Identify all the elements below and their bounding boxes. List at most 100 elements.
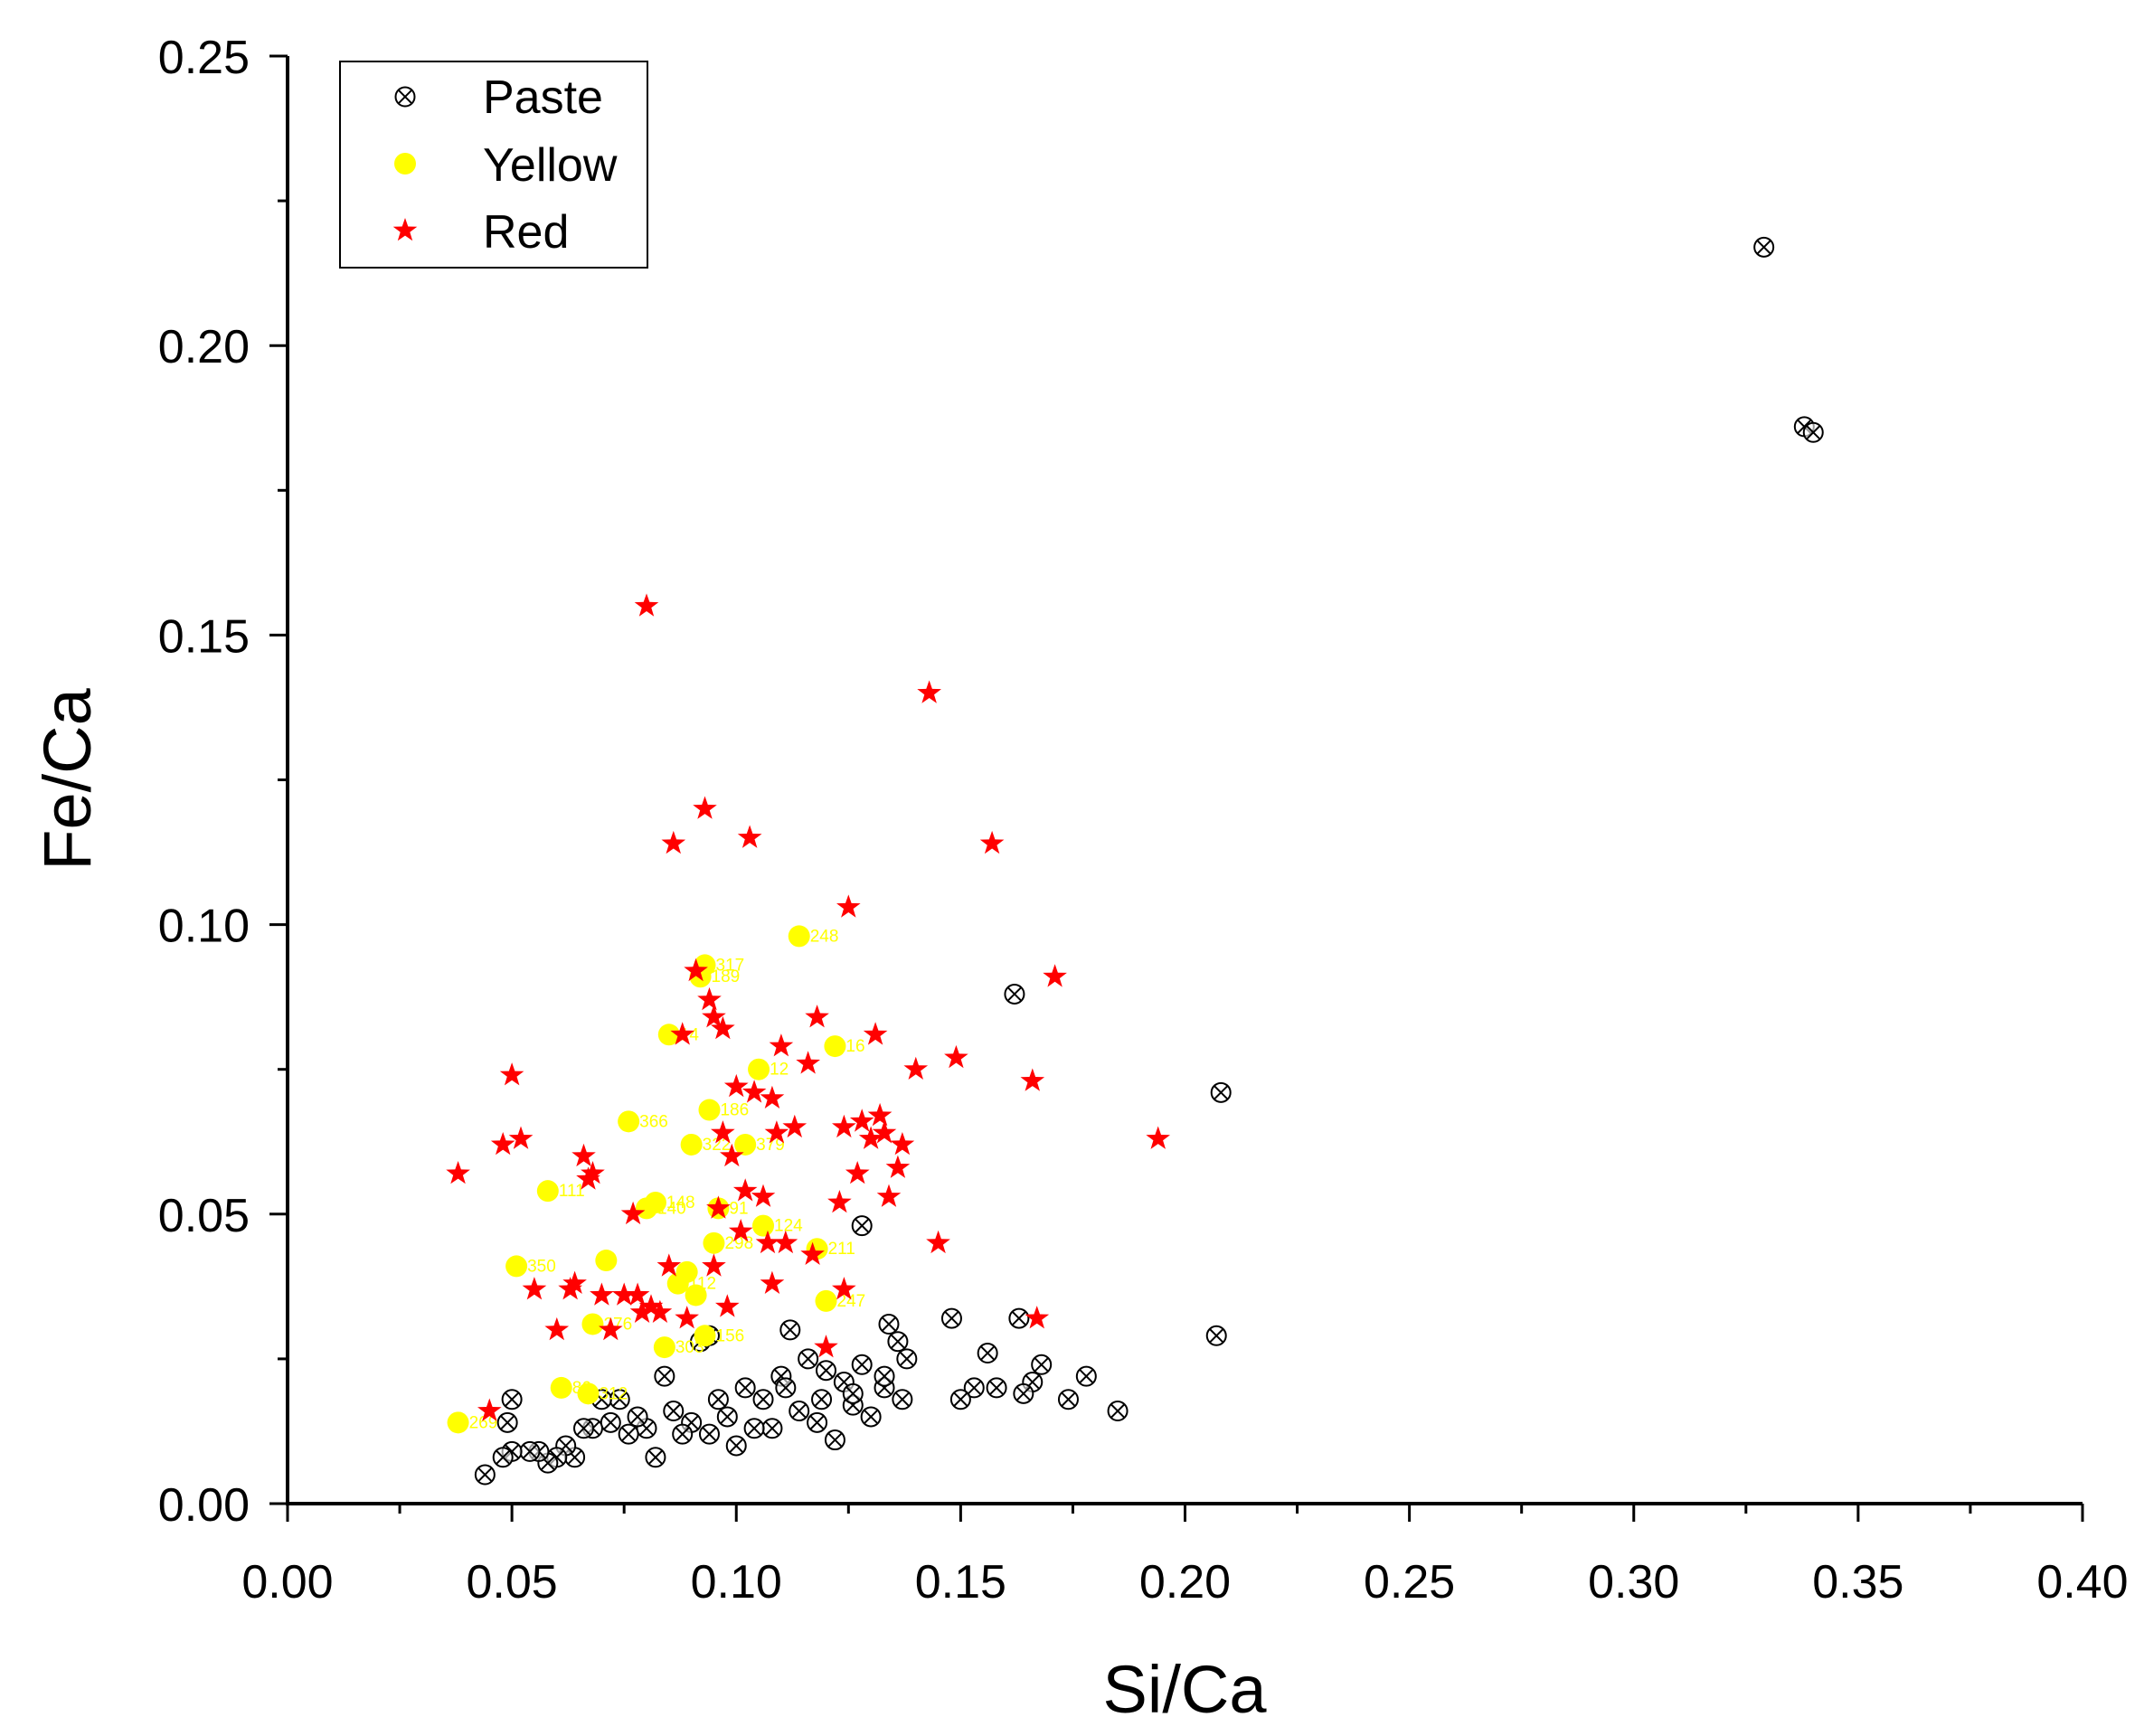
red-point	[522, 1277, 547, 1300]
legend-paste-label: Paste	[483, 71, 603, 124]
yellow-point	[577, 1382, 600, 1405]
paste-point	[618, 1423, 639, 1445]
paste-point	[986, 1377, 1007, 1399]
yellow-point	[824, 1035, 846, 1058]
paste-point	[1004, 983, 1025, 1005]
red-point	[670, 1022, 694, 1045]
yellow-point	[618, 1110, 640, 1133]
legend-paste-symbol	[394, 86, 416, 108]
x-tick-label: 0.35	[1812, 1556, 1903, 1609]
paste-point	[892, 1389, 913, 1410]
yellow-point	[748, 1058, 770, 1080]
yellow-point	[815, 1289, 837, 1312]
red-point	[1146, 1126, 1170, 1149]
yellow-point	[734, 1133, 757, 1156]
red-point	[800, 1241, 825, 1265]
red-point	[858, 1126, 883, 1149]
y-tick-label: 0.10	[158, 901, 250, 953]
red-point	[446, 1161, 470, 1184]
x-tick-label: 0.20	[1139, 1556, 1231, 1609]
yellow-point-label: 111	[559, 1182, 585, 1201]
paste-point	[496, 1411, 518, 1433]
red-point	[697, 986, 722, 1011]
red-point	[728, 1219, 753, 1242]
paste-point	[725, 1435, 747, 1457]
paste-point	[816, 1360, 836, 1382]
red-point	[760, 1085, 785, 1109]
paste-point	[949, 1389, 971, 1410]
paste-point	[627, 1406, 648, 1428]
yellow-point-label: 379	[756, 1136, 785, 1155]
yellow-point	[581, 1313, 604, 1335]
red-point	[751, 1184, 776, 1207]
red-point	[647, 1299, 673, 1323]
red-point	[562, 1270, 587, 1294]
legend-yellow-symbol	[394, 153, 416, 175]
paste-point	[1753, 236, 1775, 258]
red-point	[675, 1306, 699, 1329]
plot-area: 2693501118631227636614014830314112322189…	[446, 236, 1824, 1486]
x-axis-title: Si/Ca	[1103, 1652, 1268, 1727]
yellow-point-label: 366	[639, 1112, 668, 1131]
red-point	[755, 1230, 780, 1254]
yellow-point	[752, 1214, 775, 1237]
legend-box	[339, 61, 648, 269]
red-point	[849, 1109, 874, 1132]
red-point	[827, 1190, 852, 1213]
red-point	[590, 1282, 614, 1306]
y-tick-label: 0.00	[158, 1479, 250, 1532]
paste-point	[743, 1418, 765, 1439]
y-tick-label: 0.05	[158, 1190, 250, 1242]
yellow-point-label: 269	[469, 1413, 498, 1432]
paste-point	[716, 1406, 738, 1428]
x-axis-ticks: 0.00 0.05 0.10 0.15 0.20 0.25 0.30 0.35 0.40	[241, 1504, 2129, 1609]
paste-point	[654, 1365, 675, 1387]
paste-point	[672, 1423, 694, 1445]
red-point	[926, 1230, 950, 1254]
yellow-point-label: 317	[716, 956, 745, 975]
red-point	[581, 1161, 605, 1184]
red-point	[706, 1195, 731, 1219]
red-point	[702, 1005, 726, 1028]
red-point	[629, 1299, 655, 1323]
paste-point	[851, 1215, 873, 1237]
x-tick-label: 0.00	[241, 1556, 333, 1609]
paste-point	[1802, 421, 1824, 443]
red-point	[944, 1044, 968, 1069]
red-point	[711, 1120, 735, 1144]
paste-point	[896, 1348, 918, 1370]
paste-point	[874, 1365, 895, 1387]
y-tick-label: 0.15	[158, 610, 250, 663]
red-point	[872, 1120, 897, 1144]
legend-red-symbol	[392, 218, 418, 241]
red-point	[720, 1143, 744, 1167]
red-point	[741, 1080, 767, 1103]
legend-yellow-label: Yellow	[483, 139, 618, 192]
paste-point	[779, 1319, 801, 1341]
legend-red-label: Red	[483, 206, 569, 259]
red-point	[867, 1102, 893, 1127]
yellow-point-label: 156	[716, 1326, 745, 1345]
yellow-point	[657, 1024, 680, 1046]
red-point	[499, 1062, 524, 1086]
red-point	[832, 1277, 856, 1300]
red-point	[625, 1282, 650, 1306]
yellow-point-label: 189	[712, 967, 741, 986]
red-point	[917, 680, 941, 703]
legend-yellow-marker	[394, 153, 416, 175]
red-point	[760, 1270, 785, 1294]
red-point	[979, 830, 1005, 854]
red-point	[571, 1143, 596, 1167]
paste-point	[600, 1411, 621, 1433]
red-point	[890, 1132, 915, 1156]
legend-paste-marker	[394, 86, 416, 108]
paste-point	[789, 1401, 810, 1422]
paste-point	[878, 1313, 900, 1335]
yellow-point-label: 148	[666, 1194, 695, 1212]
paste-point	[492, 1447, 514, 1468]
red-point	[769, 1033, 794, 1057]
red-point	[832, 1114, 856, 1138]
red-point	[737, 825, 762, 848]
x-tick-label: 0.30	[1588, 1556, 1679, 1609]
